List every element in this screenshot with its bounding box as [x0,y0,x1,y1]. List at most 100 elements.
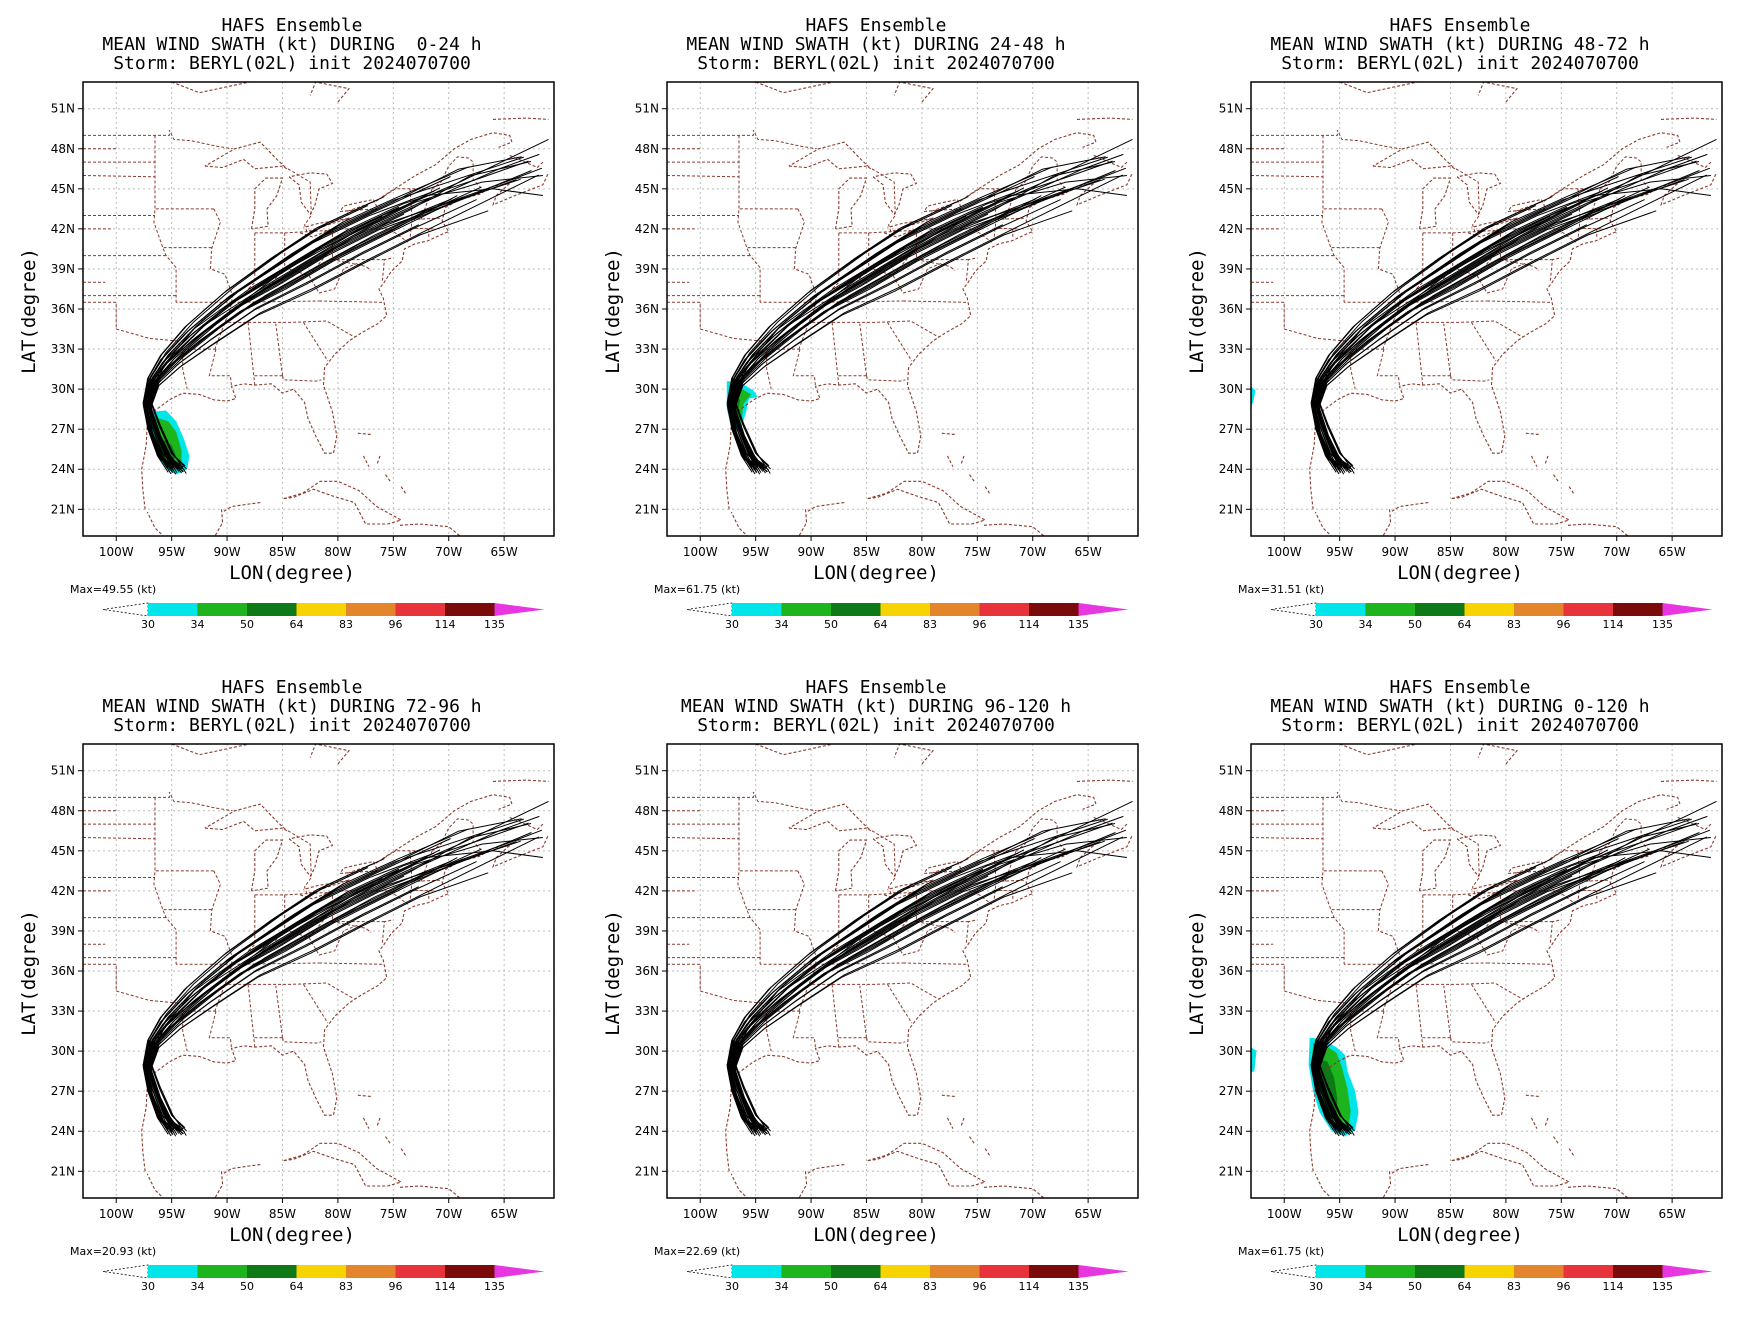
colorbar-tick-label: 50 [240,618,254,631]
y-tick-label: 45N [635,182,659,196]
coastline [300,879,350,900]
colorbar-tick-label: 30 [1309,1280,1323,1293]
swath-panel-1: HAFS Ensemble MEAN WIND SWATH (kt) DURING… [0,0,584,662]
gridlines [83,82,554,536]
colorbar-tick-label: 30 [1309,618,1323,631]
x-tick-label: 95W [742,1207,769,1221]
colorbar-bin [732,1265,782,1278]
coastline [1677,816,1712,831]
coastline [946,455,954,467]
y-tick-label: 33N [635,342,659,356]
colorbar-tick-label: 64 [1458,1280,1472,1293]
colorbar-tick-label: 114 [1019,1280,1040,1293]
storm-label: Storm: BERYL(02L) init 2024070700 [113,53,471,74]
y-tick-label: 30N [51,1044,75,1058]
colorbar-bin [1365,1265,1415,1278]
colorbar-bin [732,603,782,616]
coastline [941,543,963,552]
colorbar-bin [1563,603,1613,616]
coastline [1468,879,1518,900]
y-tick-label: 39N [51,262,75,276]
y-tick-label: 36N [51,302,75,316]
x-tick-label: 65W [1075,545,1102,559]
x-tick-label: 90W [1382,1207,1409,1221]
state-border [667,301,772,390]
y-axis-title: LAT(degree) [602,910,624,1036]
colorbar-tick-label: 64 [1458,618,1472,631]
state-border [308,925,363,956]
ensemble-track [1317,837,1711,1132]
map-plot: 100W 95W 90W 85W 80W 75W 70W 65W 21N 24N 27N 30N 33N… [635,743,1139,1293]
ensemble-track [733,872,1073,1135]
x-tick-label: 95W [742,545,769,559]
ensemble-track [1318,829,1711,1132]
gridlines [667,744,1138,1198]
y-tick-label: 48N [635,142,659,156]
ensemble-track [733,188,1127,467]
coastline [400,486,406,494]
ensemble-track [150,167,543,470]
coastline [667,1151,668,1155]
colorbar-tick-label: 96 [1557,1280,1571,1293]
y-tick-label: 21N [1219,1164,1243,1178]
x-tick-label: 65W [1075,1207,1102,1221]
x-tick-label: 80W [324,545,351,559]
state-border [308,263,363,294]
coastline [1390,502,1429,513]
state-border [303,322,329,362]
state-border [831,232,840,290]
swath-panel-3: HAFS Ensemble MEAN WIND SWATH (kt) DURING… [1168,0,1752,662]
colorbar-bin [148,1265,198,1278]
colorbar-tick-label: 50 [824,1280,838,1293]
colorbar-bin [346,1265,396,1278]
x-tick-label: 100W [99,1207,134,1221]
y-tick-label: 30N [1219,1044,1243,1058]
state-border [1455,156,1651,233]
x-tick-label: 80W [1492,1207,1519,1221]
colorbar-tick-label: 64 [874,618,888,631]
map-plot: 100W 95W 90W 85W 80W 75W 70W 65W 21N 24N 27N 30N 33N… [51,743,555,1293]
coastline [204,803,288,832]
state-border [1471,984,1497,1024]
colorbar-bin [831,1265,881,1278]
state-border [319,300,384,303]
coastline [806,502,845,513]
ensemble-track [1317,188,1711,467]
y-tick-label: 42N [635,222,659,236]
coastline [788,803,872,832]
state-border [224,983,256,1048]
y-tick-label: 24N [1219,1124,1243,1138]
state-border [871,156,1067,233]
state-border [248,982,355,1000]
state-border [871,818,1067,895]
state-border [1443,323,1451,376]
coastline [730,509,808,536]
colorbar-bin [1514,1265,1564,1278]
coastline [984,486,990,494]
state-border [903,962,968,965]
coastline [1525,432,1540,436]
x-tick-label: 65W [491,545,518,559]
colorbar-tick-label: 96 [973,618,987,631]
y-tick-label: 21N [635,502,659,516]
colorbar-tick-label: 135 [1068,1280,1089,1293]
colorbar-tick-label: 96 [389,618,403,631]
state-border [247,232,256,290]
y-tick-label: 24N [51,462,75,476]
coastline [362,455,370,467]
coastline [872,834,918,878]
chart-subtitle: MEAN WIND SWATH (kt) DURING 48-72 h [1270,34,1650,55]
y-tick-label: 27N [1219,422,1243,436]
coastline [1314,1171,1392,1198]
y-tick-label: 48N [51,804,75,818]
coastline [1544,455,1549,466]
coastline [1525,1094,1540,1098]
colorbar-bin [781,603,831,616]
colorbar-tick-label: 50 [1408,1280,1422,1293]
x-tick-label: 85W [269,545,296,559]
coastline [381,132,513,198]
panel-title-block: HAFS Ensemble MEAN WIND SWATH (kt) DURING… [584,678,1168,735]
colorbar-tick-label: 34 [191,618,205,631]
x-axis-title: LON(degree) [813,1224,939,1246]
colorbar-bin [1029,603,1079,616]
